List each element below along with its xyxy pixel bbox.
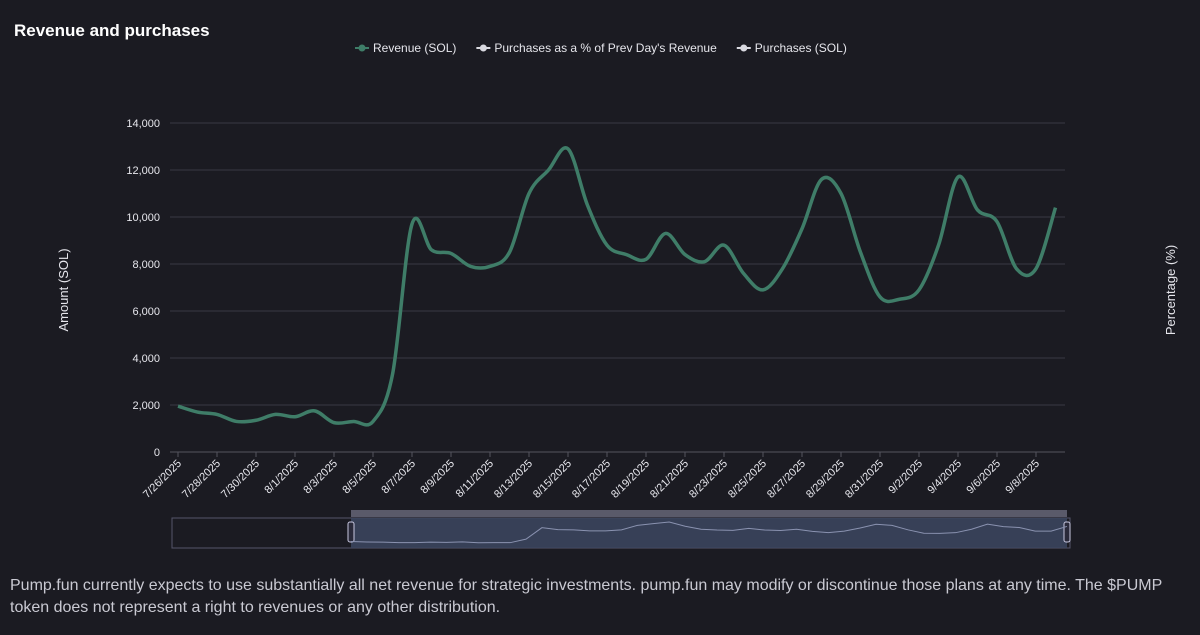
legend-label: Revenue (SOL) xyxy=(373,41,456,55)
zoom-window[interactable] xyxy=(351,518,1067,548)
x-tick-label: 8/31/2025 xyxy=(843,458,886,501)
x-tick-label: 8/19/2025 xyxy=(609,458,652,501)
legend-swatch xyxy=(358,44,366,52)
x-tick-label: 8/13/2025 xyxy=(492,458,535,501)
legend-swatch xyxy=(740,44,748,52)
chart-title: Revenue and purchases xyxy=(14,21,210,40)
legend-label: Purchases as a % of Prev Day's Revenue xyxy=(494,41,717,55)
x-tick-label: 8/11/2025 xyxy=(454,458,497,501)
overview-line xyxy=(350,521,1068,544)
y-tick-label: 2,000 xyxy=(132,400,160,412)
x-tick-label: 8/23/2025 xyxy=(687,458,730,501)
x-tick-label: 8/29/2025 xyxy=(804,458,847,501)
x-tick-label: 9/6/2025 xyxy=(964,458,1003,497)
y-tick-label: 12,000 xyxy=(126,165,160,177)
x-tick-label: 9/2/2025 xyxy=(886,458,925,497)
revenue-line xyxy=(177,146,1058,427)
legend-label: Purchases (SOL) xyxy=(755,41,847,55)
disclaimer: Pump.fun currently expects to use substa… xyxy=(10,577,1162,616)
zoom-handle[interactable] xyxy=(347,521,355,543)
x-tick-label: 9/4/2025 xyxy=(925,458,964,497)
x-tick-label: 8/15/2025 xyxy=(531,458,574,501)
legend: Revenue (SOL) Purchases as a % of Prev Da… xyxy=(355,41,847,55)
y-tick-label: 4,000 xyxy=(132,353,160,365)
x-tick-label: 8/3/2025 xyxy=(301,458,340,497)
y2-axis-label: Percentage (%) xyxy=(1163,245,1178,335)
chart: Revenue and purchases Amount (SOL) Perce… xyxy=(14,21,1178,549)
x-tick-label: 8/7/2025 xyxy=(379,458,418,497)
x-tick-label: 8/17/2025 xyxy=(570,458,613,501)
y-tick-label: 10,000 xyxy=(126,212,160,224)
x-tick-label: 8/9/2025 xyxy=(418,458,457,497)
x-tick-label: 7/30/2025 xyxy=(219,458,262,501)
x-tick-label: 8/5/2025 xyxy=(340,458,379,497)
zoom-bar[interactable] xyxy=(351,510,1067,517)
x-tick-label: 7/26/2025 xyxy=(141,458,184,501)
zoom-handle[interactable] xyxy=(1063,521,1071,543)
y-tick-label: 14,000 xyxy=(126,118,160,130)
y-tick-label: 8,000 xyxy=(132,259,160,271)
x-tick-label: 7/28/2025 xyxy=(180,458,223,501)
x-tick-label: 8/21/2025 xyxy=(648,458,691,501)
x-tick-label: 9/8/2025 xyxy=(1003,458,1042,497)
y-tick-label: 0 xyxy=(154,447,160,459)
x-tick-label: 8/25/2025 xyxy=(726,458,769,501)
x-tick-label: 8/27/2025 xyxy=(765,458,808,501)
x-tick-label: 8/1/2025 xyxy=(262,458,301,497)
y-axis-label: Amount (SOL) xyxy=(56,248,71,331)
legend-swatch xyxy=(479,44,487,52)
y-tick-label: 6,000 xyxy=(132,306,160,318)
